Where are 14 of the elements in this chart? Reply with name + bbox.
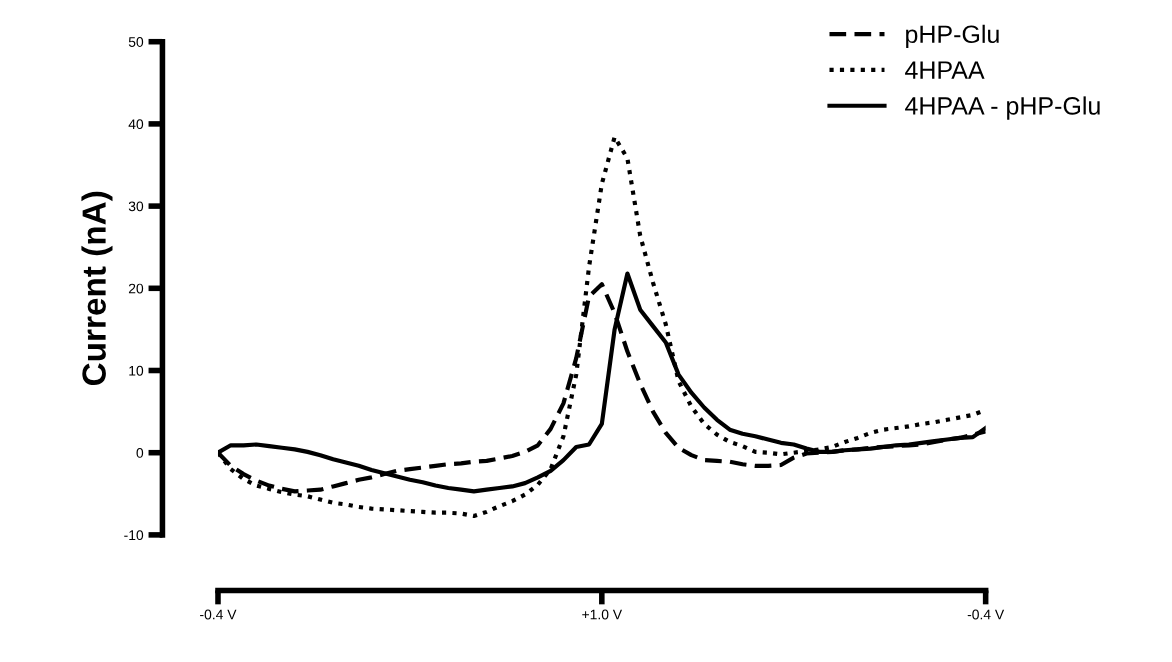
legend-label: 4HPAA (905, 61, 985, 79)
y-tick-label: -10 (124, 530, 144, 541)
y-tick-label: 20 (128, 283, 144, 294)
y-tick-label: 30 (128, 201, 144, 212)
y-tick-label: 10 (129, 365, 144, 376)
y-tick-label: 0 (136, 448, 144, 458)
legend-label: 4HPAA - pHP-Glu (905, 96, 1100, 120)
legend-label: pHP-Glu (906, 24, 999, 49)
x-tick-label: -0.4 V (967, 609, 1005, 620)
y-tick-label: 40 (128, 119, 144, 130)
y-axis-title: Current (nA) (81, 191, 113, 386)
x-tick-label: +1.0 V (582, 609, 623, 620)
y-tick-label: 50 (128, 37, 144, 47)
x-tick-label: -0.4 V (200, 609, 237, 620)
